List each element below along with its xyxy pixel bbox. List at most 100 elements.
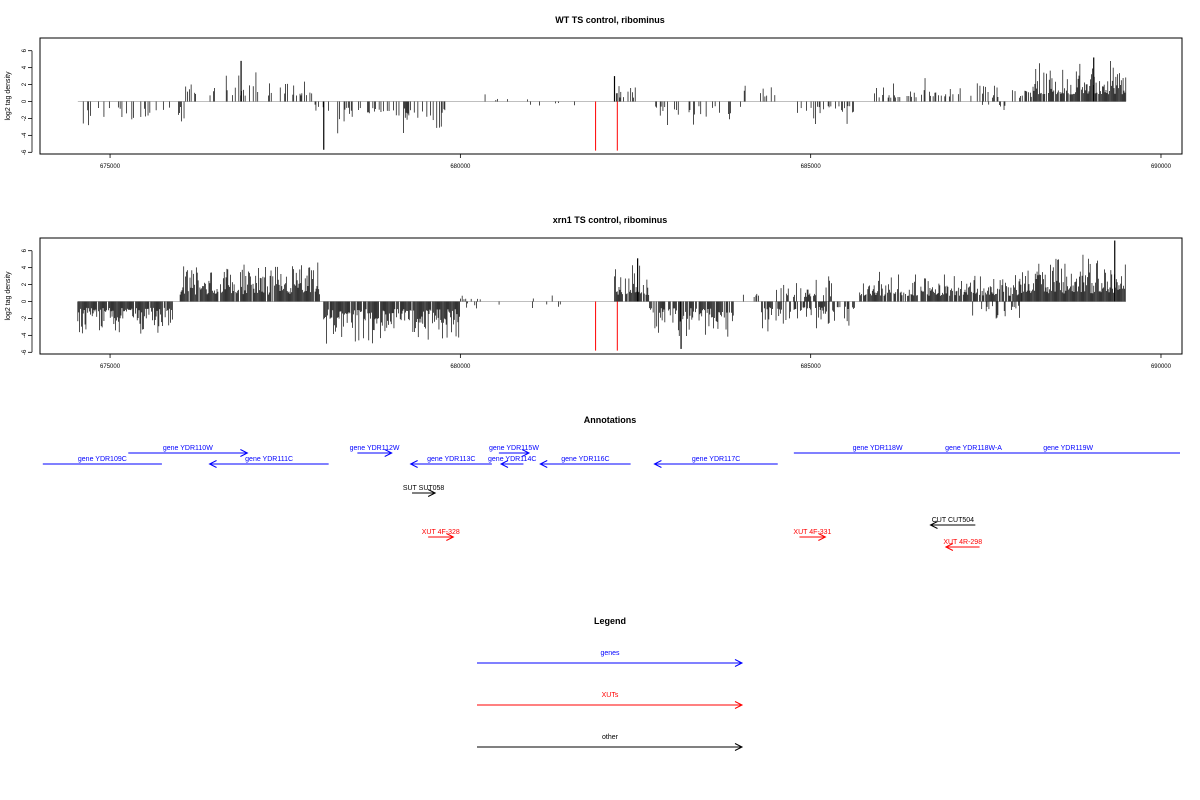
- wt-track-panel: WT TS control, ribominus log2 tag densit…: [5, 15, 1183, 170]
- annotation-feature: gene YDR117C: [653, 456, 778, 468]
- annotation-feature: XUT 4R-298: [943, 539, 982, 551]
- wt-y-axis-label: log2 tag density: [5, 71, 12, 121]
- annotation-feature: gene YDR119W: [956, 445, 1180, 454]
- annotation-feature: gene YDR118W-A: [945, 445, 1002, 454]
- feature-label: XUT 4R-298: [943, 539, 982, 546]
- x-tick-label: 685000: [801, 164, 822, 170]
- feature-arrow: [818, 533, 827, 541]
- annotation-feature: gene YDR116C: [539, 456, 631, 468]
- y-tick-label: 4: [22, 65, 28, 69]
- annotation-feature: gene YDR111C: [208, 456, 329, 468]
- x-tick-label: 680000: [450, 364, 471, 370]
- legend-label: XUTs: [602, 692, 619, 699]
- feature-arrow: [240, 449, 249, 457]
- y-tick-label: 2: [22, 282, 28, 286]
- annotation-feature: XUT 4F-331: [793, 529, 832, 541]
- feature-label: XUT 4F-331: [793, 529, 831, 536]
- feature-label: gene YDR112W: [350, 445, 400, 452]
- feature-label: gene YDR113C: [427, 456, 475, 463]
- legend-arrow: [734, 743, 744, 751]
- xrn1-density-bars: [77, 240, 1126, 349]
- wt-marker-lines: [595, 101, 618, 151]
- xrn1-track-panel: xrn1 TS control, ribominus log2 tag dens…: [5, 215, 1183, 370]
- y-tick-label: 0: [22, 99, 28, 103]
- feature-arrow: [499, 460, 509, 468]
- feature-arrow: [653, 460, 662, 468]
- wt-panel-title: WT TS control, ribominus: [555, 15, 665, 25]
- y-tick-label: 6: [22, 48, 28, 52]
- legend-arrow: [734, 659, 744, 667]
- annotation-feature: XUT 4F-328: [422, 529, 460, 541]
- annotation-feature: gene YDR118W: [793, 445, 962, 454]
- legend-items: genes XUTs other: [477, 650, 744, 751]
- y-tick-label: 0: [22, 299, 28, 303]
- feature-label: SUT SUT058: [403, 485, 445, 492]
- legend-label: other: [602, 734, 619, 741]
- feature-label: gene YDR116C: [561, 456, 609, 463]
- x-tick-label: 690000: [1151, 364, 1172, 370]
- wt-x-axis: 675000 680000 685000 690000: [100, 154, 1172, 170]
- feature-label: gene YDR118W-A: [945, 445, 1002, 452]
- annotation-feature: gene YDR109C: [42, 456, 162, 465]
- wt-y-axis: -6 -4 -2 0 2 4 6: [22, 48, 33, 155]
- xrn1-marker-lines: [595, 301, 618, 351]
- xrn1-y-axis: -6 -4 -2 0 2 4 6: [22, 248, 33, 355]
- xrn1-y-axis-label: log2 tag density: [5, 271, 12, 321]
- feature-arrow: [521, 449, 531, 457]
- feature-arrow: [427, 489, 437, 497]
- x-tick-label: 685000: [801, 364, 822, 370]
- xrn1-x-axis: 675000 680000 685000 690000: [100, 354, 1172, 370]
- feature-label: CUT CUT504: [932, 517, 974, 524]
- x-tick-label: 675000: [100, 364, 121, 370]
- y-tick-label: -2: [22, 315, 28, 321]
- x-tick-label: 680000: [450, 164, 471, 170]
- feature-label: gene YDR109C: [78, 456, 127, 463]
- legend-label: genes: [600, 650, 620, 657]
- wt-plot-frame: [39, 37, 1183, 155]
- feature-arrow: [384, 449, 393, 457]
- annotation-feature: gene YDR110W: [128, 445, 249, 457]
- feature-label: gene YDR118W: [853, 445, 903, 452]
- feature-label: gene YDR111C: [245, 456, 293, 463]
- annotation-feature: gene YDR114C: [488, 456, 536, 468]
- legend-item-genes: genes: [477, 650, 744, 667]
- xrn1-plot-frame: [39, 237, 1183, 355]
- feature-label: XUT 4F-328: [422, 529, 460, 536]
- xrn1-panel-title: xrn1 TS control, ribominus: [553, 215, 668, 225]
- y-tick-label: -4: [22, 332, 28, 338]
- annotation-feature: gene YDR113C: [409, 456, 492, 468]
- legend-panel: Legend genes XUTs other: [477, 616, 744, 751]
- y-tick-label: -4: [22, 132, 28, 138]
- wt-density-bars: [77, 57, 1127, 150]
- feature-arrow: [208, 460, 217, 468]
- feature-arrow: [944, 543, 954, 551]
- annotation-feature: gene YDR112W: [350, 445, 400, 457]
- annotations-title: Annotations: [584, 415, 637, 425]
- feature-label: gene YDR117C: [692, 456, 740, 463]
- annotation-feature: gene YDR115W: [489, 445, 539, 457]
- legend-item-other: other: [477, 734, 744, 751]
- annotation-feature: CUT CUT504: [929, 517, 976, 529]
- legend-title: Legend: [594, 616, 626, 626]
- y-tick-label: 4: [22, 265, 28, 269]
- feature-arrow: [446, 533, 455, 541]
- x-tick-label: 675000: [100, 164, 121, 170]
- legend-item-xuts: XUTs: [477, 692, 744, 709]
- feature-arrow: [929, 521, 938, 529]
- feature-label: gene YDR110W: [163, 445, 213, 452]
- y-tick-label: 6: [22, 248, 28, 252]
- y-tick-label: -6: [22, 149, 28, 155]
- annotation-feature: SUT SUT058: [403, 485, 445, 497]
- x-tick-label: 690000: [1151, 164, 1172, 170]
- y-tick-label: -2: [22, 115, 28, 121]
- feature-arrow: [539, 460, 548, 468]
- feature-label: gene YDR119W: [1043, 445, 1093, 452]
- feature-arrow: [409, 460, 418, 468]
- annotation-features: gene YDR109C gene YDR110W gene YDR111C gene…: [42, 445, 1180, 551]
- feature-label: gene YDR114C: [488, 456, 536, 463]
- feature-label: gene YDR115W: [489, 445, 539, 452]
- y-tick-label: -6: [22, 349, 28, 355]
- legend-arrow: [734, 701, 744, 709]
